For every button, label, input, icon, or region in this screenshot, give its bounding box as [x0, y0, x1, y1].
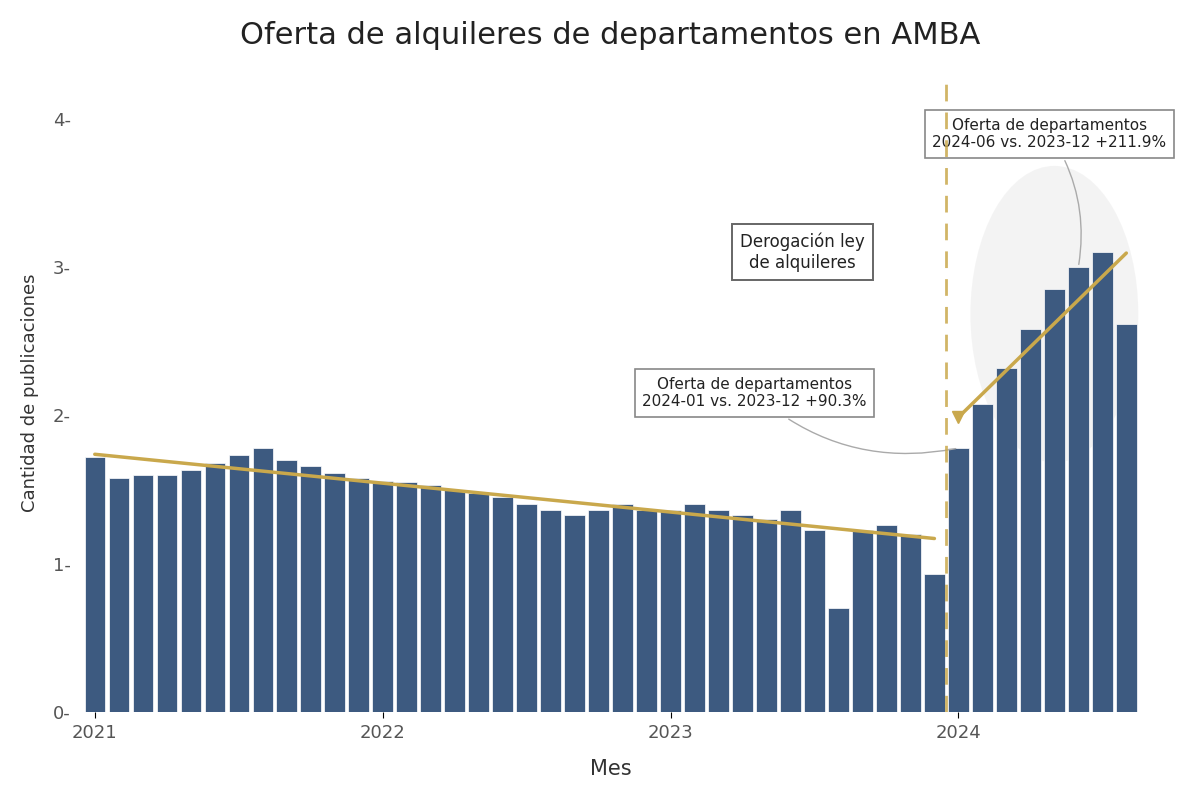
Bar — [348, 478, 368, 712]
Bar — [468, 493, 488, 712]
Bar — [708, 510, 728, 712]
Text: Oferta de departamentos
2024-06 vs. 2023-12 +211.9%: Oferta de departamentos 2024-06 vs. 2023… — [932, 118, 1166, 265]
Bar — [444, 490, 464, 712]
Bar — [204, 463, 224, 712]
Bar — [876, 525, 896, 712]
Bar — [996, 368, 1016, 712]
Bar — [372, 481, 392, 712]
Bar — [252, 448, 272, 712]
Bar — [276, 460, 296, 712]
Bar — [132, 474, 152, 712]
Bar — [1020, 330, 1040, 712]
Y-axis label: Cantidad de publicaciones: Cantidad de publicaciones — [20, 274, 38, 513]
Bar — [228, 455, 248, 712]
Bar — [180, 470, 200, 712]
Title: Oferta de alquileres de departamentos en AMBA: Oferta de alquileres de departamentos en… — [240, 21, 980, 50]
Bar — [1116, 323, 1136, 712]
Bar — [156, 474, 176, 712]
Bar — [852, 530, 872, 712]
Bar — [948, 448, 968, 712]
Bar — [900, 534, 920, 712]
Bar — [684, 505, 704, 712]
Text: Derogación ley
de alquileres: Derogación ley de alquileres — [740, 233, 865, 272]
Bar — [540, 510, 560, 712]
Bar — [564, 514, 584, 712]
Bar — [732, 514, 752, 712]
Bar — [660, 510, 680, 712]
Bar — [492, 497, 512, 712]
Bar — [588, 510, 608, 712]
Bar — [924, 574, 944, 712]
Bar — [828, 608, 848, 712]
Bar — [516, 505, 536, 712]
Bar — [972, 403, 992, 712]
X-axis label: Mes: Mes — [589, 759, 631, 779]
Bar — [108, 478, 128, 712]
Text: Oferta de departamentos
2024-01 vs. 2023-12 +90.3%: Oferta de departamentos 2024-01 vs. 2023… — [642, 377, 955, 454]
Bar — [1068, 267, 1088, 712]
Bar — [804, 530, 824, 712]
Bar — [300, 466, 320, 712]
Bar — [84, 457, 104, 712]
Bar — [780, 510, 800, 712]
Bar — [420, 485, 440, 712]
Bar — [1044, 290, 1064, 712]
Bar — [396, 482, 416, 712]
Bar — [756, 519, 776, 712]
Bar — [612, 505, 632, 712]
Bar — [1092, 252, 1112, 712]
Ellipse shape — [971, 166, 1139, 462]
Bar — [636, 510, 656, 712]
Bar — [324, 474, 344, 712]
